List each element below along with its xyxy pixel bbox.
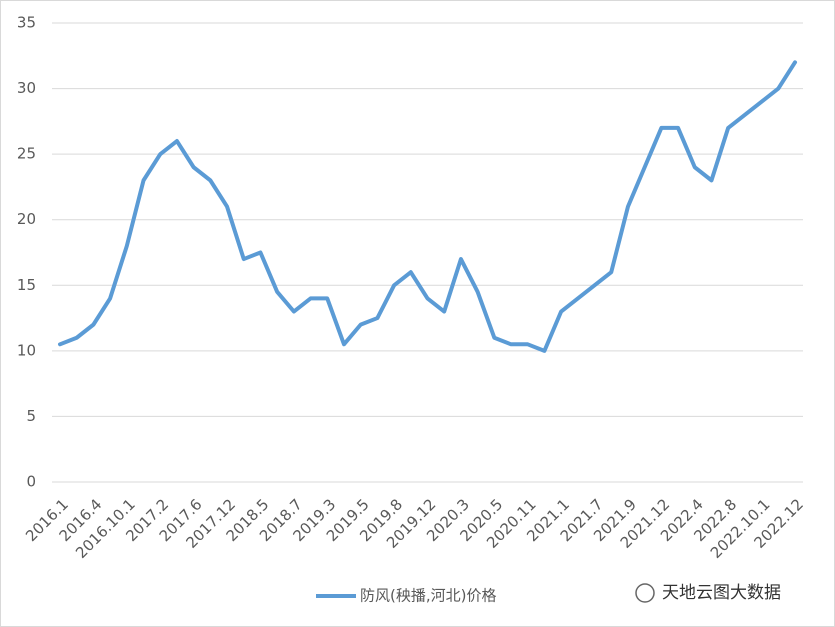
y-tick-label: 25 [17,145,36,163]
y-tick-label: 20 [17,210,36,228]
y-tick-label: 15 [17,276,36,294]
series-line [58,60,797,353]
legend-label: 防风(秧播,河北)价格 [360,587,496,605]
y-tick-label: 30 [17,79,36,97]
y-tick-label: 0 [26,473,36,491]
watermark-text: 天地云图大数据 [662,583,781,603]
y-tick-label: 35 [17,14,36,32]
y-tick-label: 10 [17,341,36,359]
watermark-icon [635,583,655,603]
y-tick-label: 5 [26,407,36,425]
watermark: 天地云图大数据 [635,583,781,603]
